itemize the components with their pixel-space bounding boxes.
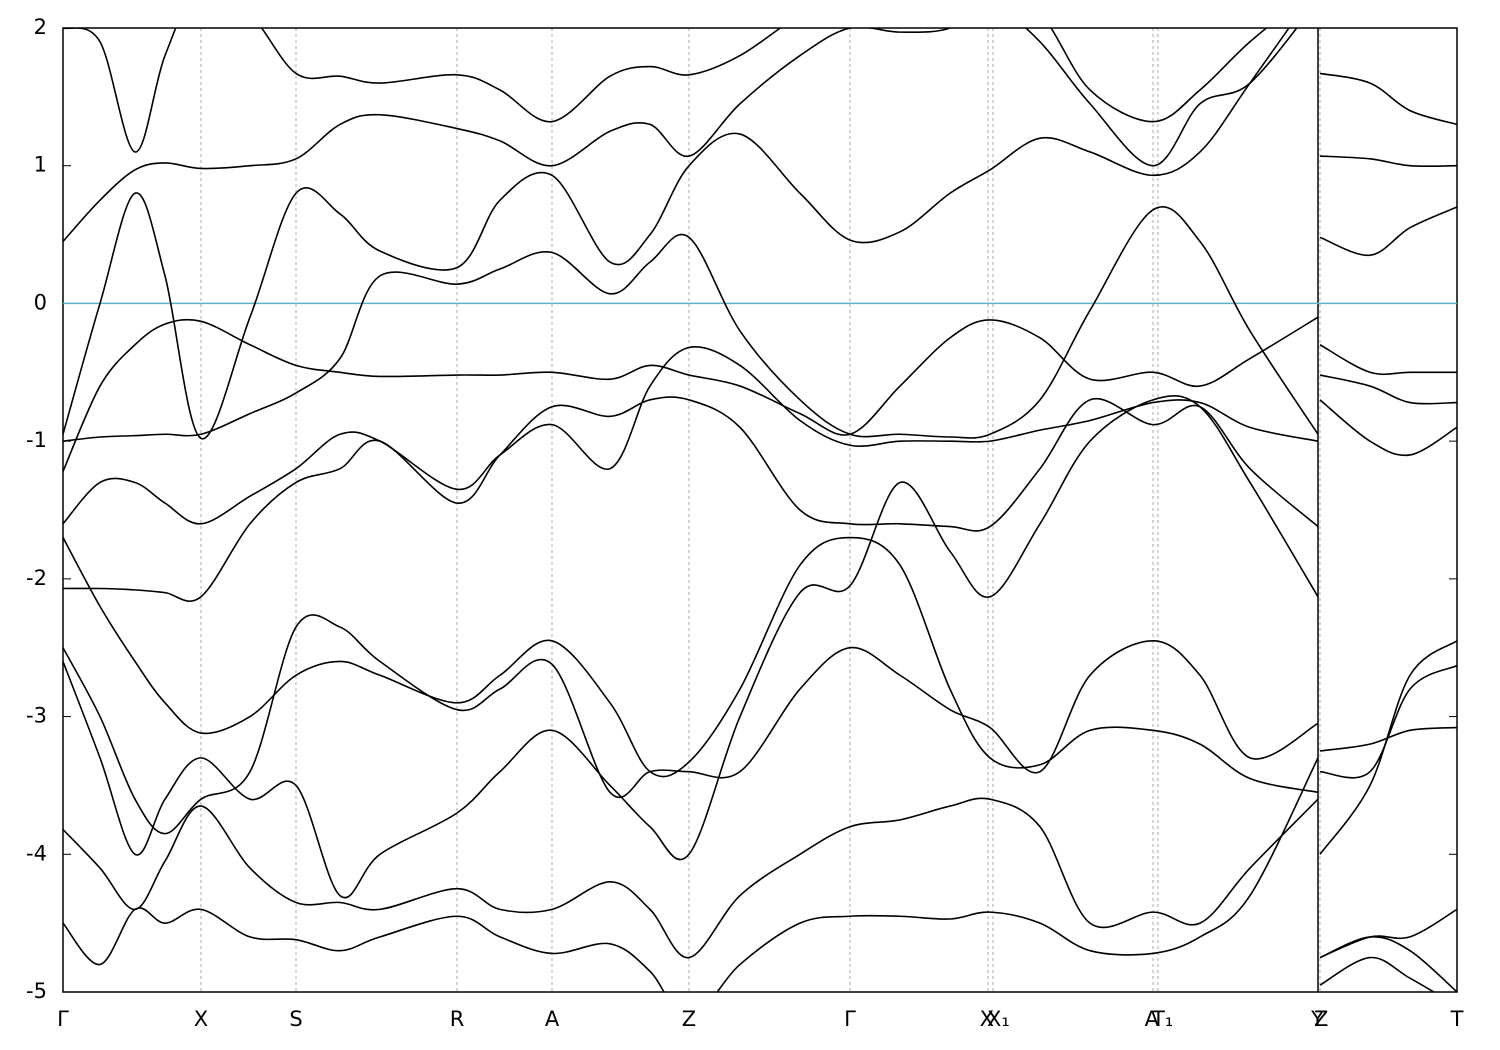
bands bbox=[63, 28, 1457, 992]
band-line bbox=[63, 345, 1457, 525]
x-tick-label: X bbox=[980, 1007, 994, 1031]
band-line bbox=[63, 316, 1457, 472]
x-tick-label: T bbox=[1450, 1007, 1464, 1031]
x-tick-label: Γ bbox=[844, 1007, 856, 1031]
y-tick-label: 1 bbox=[34, 153, 47, 177]
x-tick-label: A bbox=[1145, 1007, 1160, 1031]
band-line bbox=[63, 28, 1457, 168]
x-tick-label: R bbox=[450, 1007, 465, 1031]
x-tick-label: Z bbox=[1314, 1007, 1328, 1031]
y-tick-label: -2 bbox=[26, 566, 47, 590]
x-tick-label: X₁ bbox=[987, 1007, 1010, 1031]
band-line bbox=[63, 206, 1457, 442]
x-tick-label: A bbox=[545, 1007, 560, 1031]
band-line bbox=[63, 536, 1457, 794]
x-tick-label: S bbox=[289, 1007, 302, 1031]
band-line bbox=[63, 757, 1436, 992]
y-tick-label: 0 bbox=[34, 290, 47, 314]
plot-frame bbox=[62, 27, 1458, 993]
band-line bbox=[63, 395, 1457, 992]
x-tick-label: Z bbox=[682, 1007, 696, 1031]
band-line bbox=[63, 28, 1457, 242]
y-tick-label: -5 bbox=[26, 979, 47, 1003]
band-line bbox=[63, 797, 1457, 959]
y-tick-label: 2 bbox=[34, 15, 47, 39]
x-tick-label: X bbox=[194, 1007, 208, 1031]
x-tick-label: T₁ bbox=[1151, 1007, 1173, 1031]
y-tick-label: -3 bbox=[26, 704, 47, 728]
y-tick-label: -4 bbox=[26, 841, 47, 865]
band-line bbox=[63, 28, 1457, 440]
band-line bbox=[63, 396, 1457, 855]
x-tick-label: Y bbox=[1310, 1007, 1324, 1031]
y-tick-label: -1 bbox=[26, 428, 47, 452]
x-tick-label: Γ bbox=[57, 1007, 69, 1031]
band-line bbox=[63, 614, 1457, 835]
